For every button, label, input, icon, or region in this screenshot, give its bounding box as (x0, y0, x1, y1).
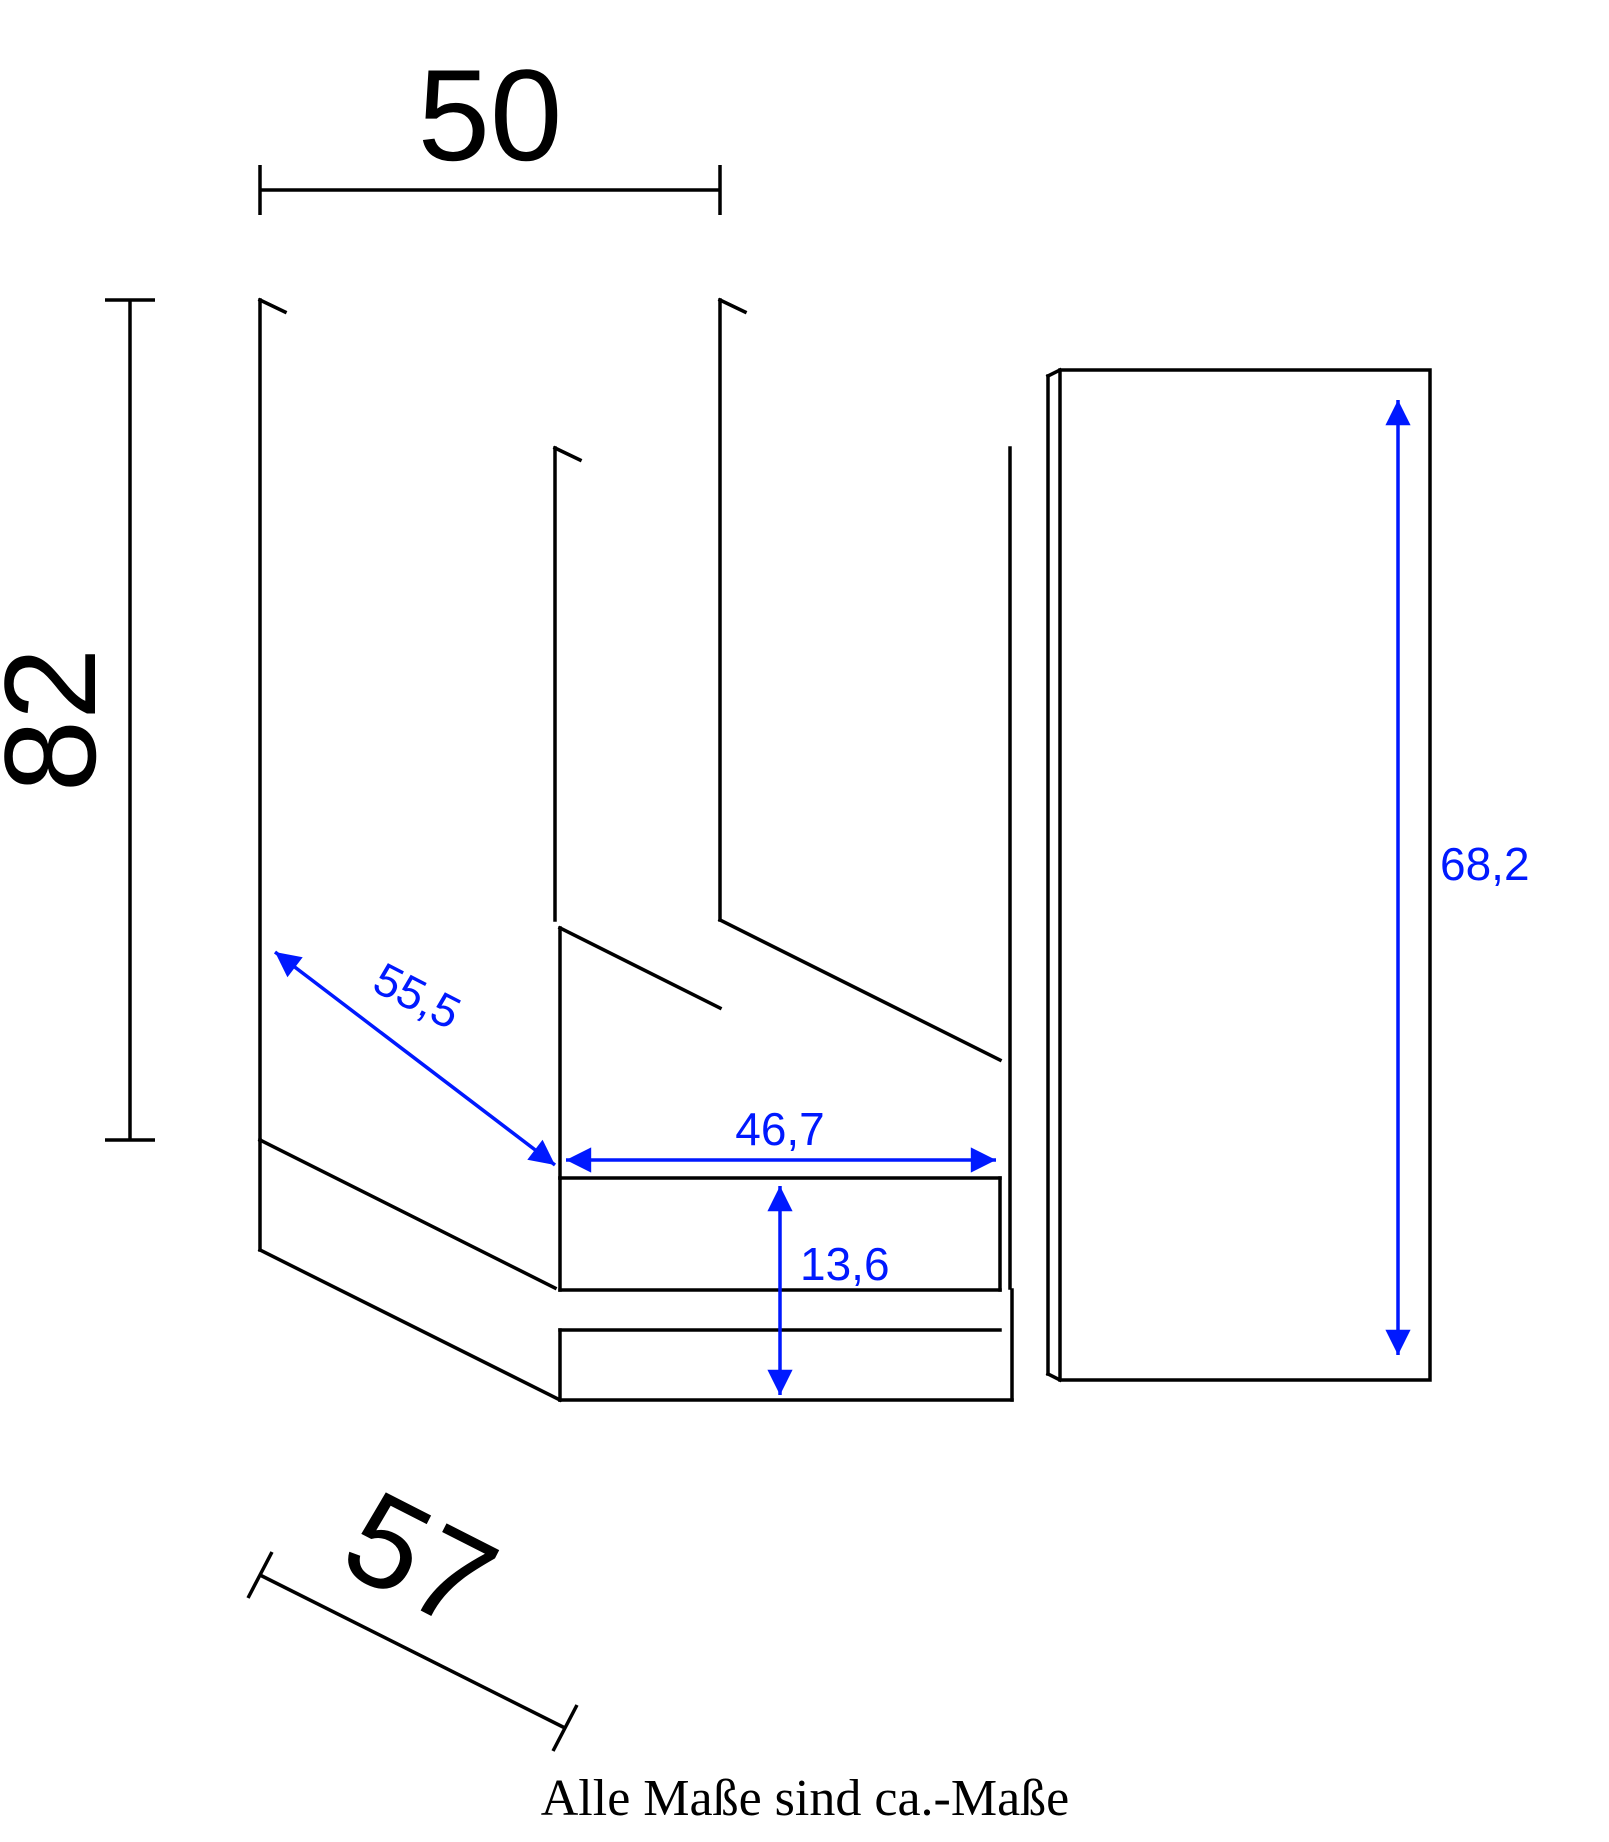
caption: Alle Maße sind ca.-Maße (541, 1770, 1069, 1827)
technical-drawing: 50 82 57 55,5 46,7 13,6 68,2 Alle Maße s… (0, 0, 1609, 1842)
dim-inner-depth: 55,5 (366, 952, 469, 1039)
cabinet-outline (260, 300, 1430, 1400)
dim-plinth: 13,6 (800, 1238, 890, 1290)
dim-inner-width: 46,7 (735, 1103, 825, 1155)
dim-width-50: 50 (418, 42, 563, 188)
dim-door-height: 68,2 (1440, 838, 1530, 890)
dim-height-82: 82 (0, 648, 123, 793)
dim-depth-57: 57 (323, 1462, 518, 1658)
internal-dimensions: 55,5 46,7 13,6 68,2 (275, 400, 1530, 1395)
